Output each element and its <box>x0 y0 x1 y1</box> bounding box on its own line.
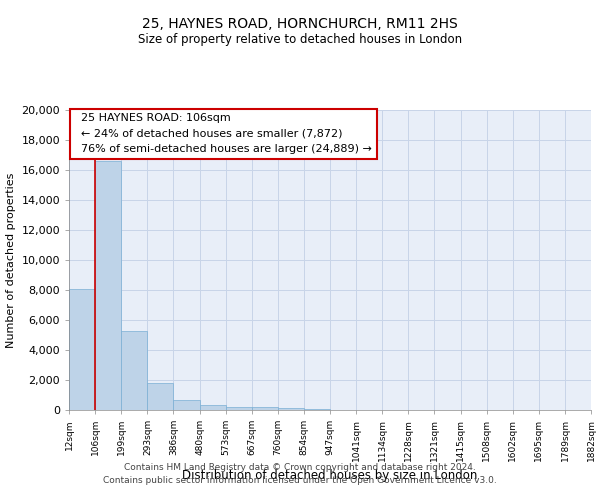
Bar <box>95 161 121 410</box>
Bar <box>252 408 278 410</box>
Bar <box>148 383 173 410</box>
Bar <box>304 408 330 410</box>
Bar <box>278 408 304 410</box>
Bar <box>226 407 252 410</box>
Text: 25, HAYNES ROAD, HORNCHURCH, RM11 2HS: 25, HAYNES ROAD, HORNCHURCH, RM11 2HS <box>142 18 458 32</box>
X-axis label: Distribution of detached houses by size in London: Distribution of detached houses by size … <box>182 470 478 482</box>
Text: Contains public sector information licensed under the Open Government Licence v3: Contains public sector information licen… <box>103 476 497 485</box>
Text: Contains HM Land Registry data © Crown copyright and database right 2024.: Contains HM Land Registry data © Crown c… <box>124 464 476 472</box>
Text: Size of property relative to detached houses in London: Size of property relative to detached ho… <box>138 32 462 46</box>
Y-axis label: Number of detached properties: Number of detached properties <box>6 172 16 348</box>
Bar <box>173 400 200 410</box>
Bar <box>69 288 95 410</box>
Bar <box>200 405 226 410</box>
Bar <box>121 330 148 410</box>
Text: 25 HAYNES ROAD: 106sqm
  ← 24% of detached houses are smaller (7,872)
  76% of s: 25 HAYNES ROAD: 106sqm ← 24% of detached… <box>74 113 372 154</box>
